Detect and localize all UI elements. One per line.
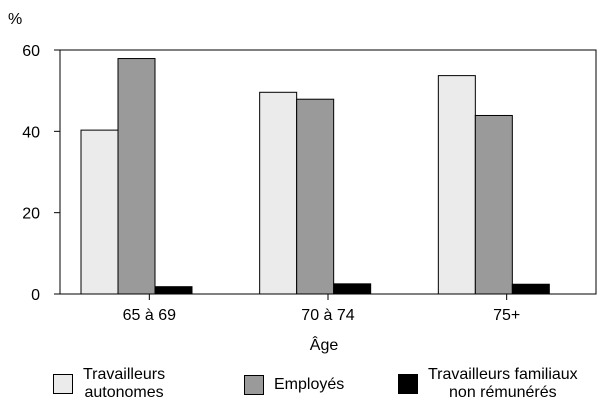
legend-swatch-employees bbox=[244, 375, 264, 395]
legend-item-self-employed: Travailleurs autonomes bbox=[53, 366, 165, 402]
bar bbox=[117, 58, 156, 295]
bar bbox=[154, 286, 193, 295]
bar bbox=[259, 91, 298, 295]
x-tick-label: 65 à 69 bbox=[123, 307, 176, 324]
y-unit-label: % bbox=[8, 11, 22, 28]
legend-label-employees: Employés bbox=[274, 376, 345, 393]
bar bbox=[296, 98, 335, 295]
x-tick-label: 70 à 74 bbox=[301, 307, 354, 324]
y-tick-label: 60 bbox=[22, 43, 40, 60]
legend-label-unpaid-family: Travailleurs familiaux non rémunérés bbox=[428, 366, 578, 401]
legend-label-self-employed: Travailleurs autonomes bbox=[83, 366, 166, 401]
bar bbox=[474, 114, 513, 295]
y-tick-label: 20 bbox=[22, 206, 40, 223]
legend-item-unpaid-family: Travailleurs familiaux non rémunérés bbox=[398, 366, 578, 402]
x-axis-title: Âge bbox=[310, 335, 339, 354]
y-tick-label: 0 bbox=[31, 287, 40, 304]
bar bbox=[333, 283, 372, 295]
legend-swatch-unpaid-family bbox=[398, 374, 418, 394]
bar bbox=[80, 129, 119, 295]
y-tick-label: 40 bbox=[22, 124, 40, 141]
bar bbox=[511, 283, 550, 295]
bar bbox=[437, 75, 476, 295]
legend: Travailleurs autonomes Employés Travaille… bbox=[0, 366, 608, 402]
bar-chart: % Âge 0 20 40 60 65 à 69 70 à 74 75+ bbox=[8, 11, 597, 354]
legend-swatch-self-employed bbox=[53, 374, 73, 394]
legend-item-employees: Employés bbox=[244, 375, 344, 395]
x-tick-label: 75+ bbox=[493, 307, 520, 324]
